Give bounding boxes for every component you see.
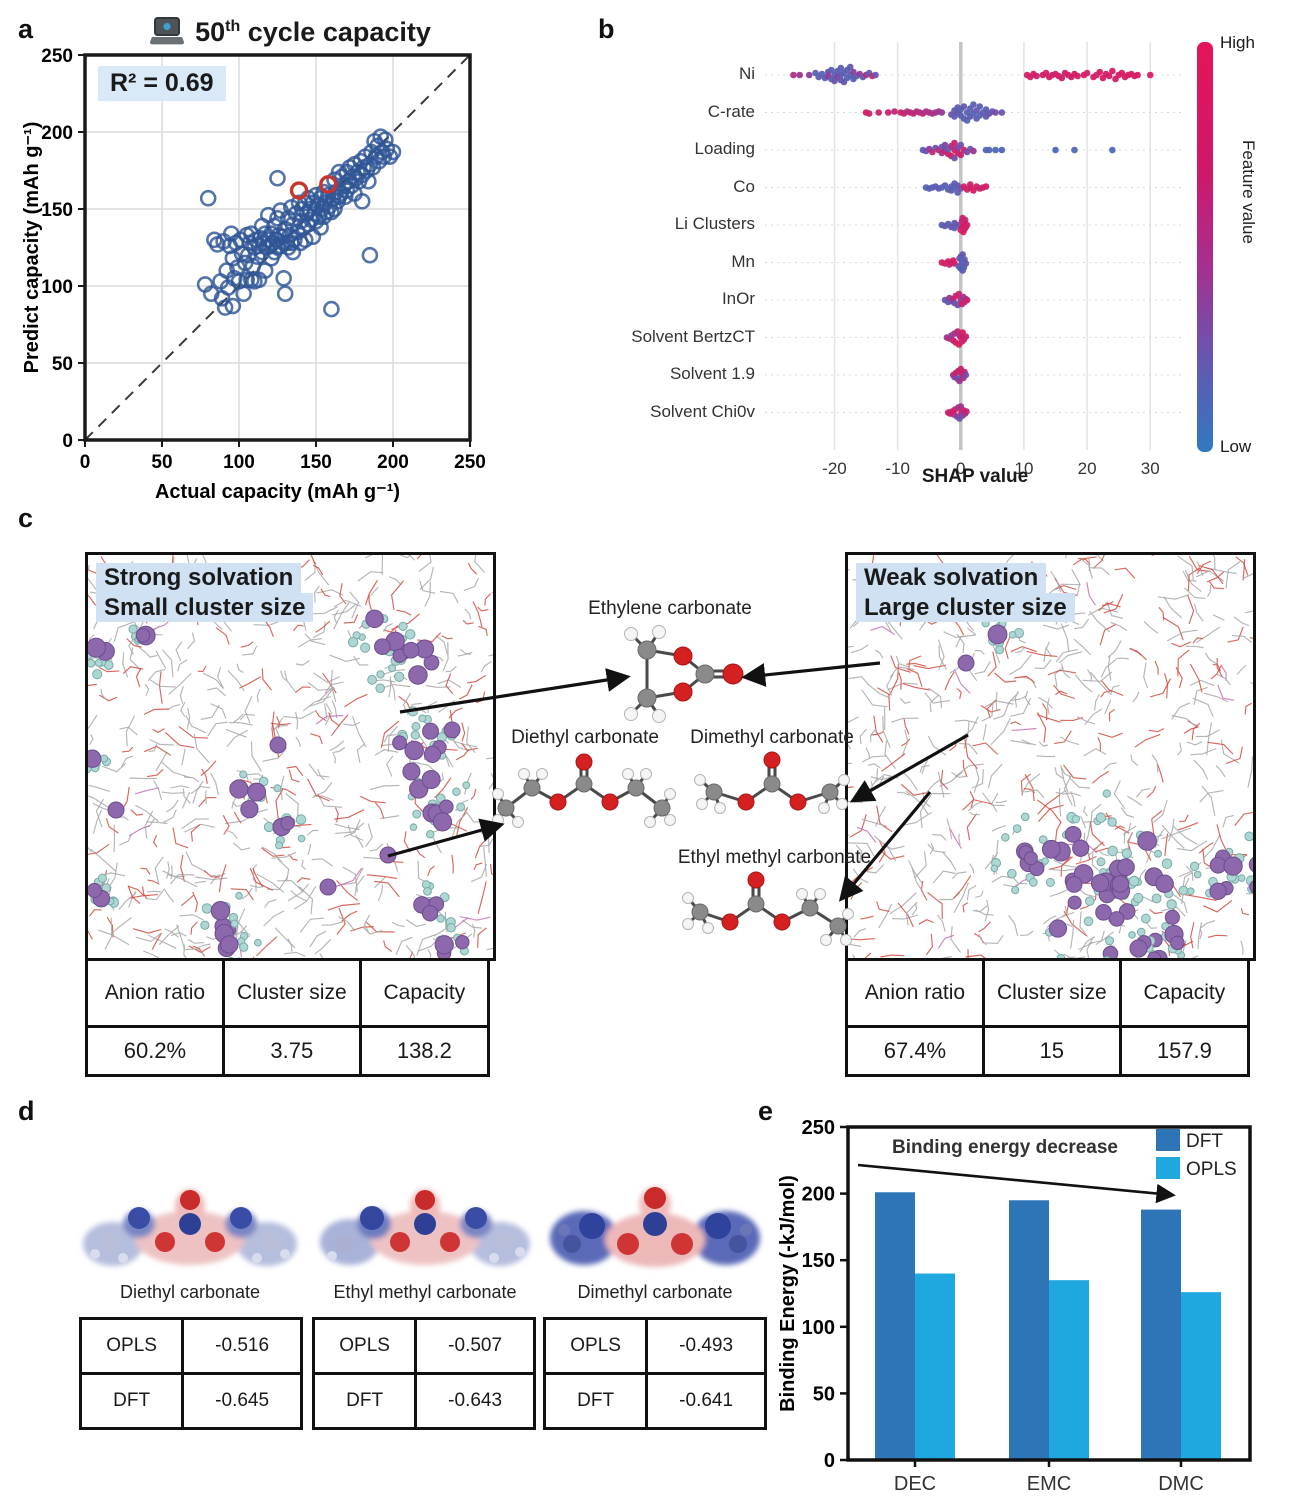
svg-text:150: 150: [802, 1250, 835, 1272]
svg-text:0: 0: [62, 431, 73, 452]
svg-text:50: 50: [52, 354, 73, 375]
ethylene-carbonate-label: Ethylene carbonate: [545, 598, 795, 620]
strong-solvation-table: Anion ratio Cluster size Capacity 60.2% …: [85, 958, 490, 1077]
method-label: DFT: [314, 1374, 416, 1429]
svg-text:Binding Energy (-kJ/mol): Binding Energy (-kJ/mol): [777, 1175, 799, 1412]
table-value: 15: [983, 1027, 1120, 1076]
feature-label-mn: Mn: [605, 252, 755, 272]
svg-text:DFT: DFT: [1186, 1131, 1223, 1152]
charge-value: -0.641: [647, 1374, 766, 1429]
dimethyl-carbonate-molecule-image: [690, 748, 855, 833]
charge-value: -0.507: [416, 1319, 535, 1374]
strong-solvation-caption: Strong solvation Small cluster size: [96, 563, 313, 622]
table-header: Cluster size: [223, 960, 360, 1027]
charge-value: -0.516: [183, 1319, 302, 1374]
esp-map-ethyl-methyl-carbonate: [310, 1180, 540, 1290]
feature-label-co: Co: [605, 177, 755, 197]
svg-text:DMC: DMC: [1158, 1473, 1204, 1495]
svg-text:OPLS: OPLS: [1186, 1159, 1237, 1180]
table-header: Capacity: [1120, 960, 1248, 1027]
feature-label-inor: InOr: [605, 289, 755, 309]
panel-b-label: b: [598, 14, 615, 45]
md-snapshot-weak-solvation: Weak solvation Large cluster size: [845, 552, 1256, 961]
emc-charge-table: OPLS-0.507 DFT-0.643: [312, 1317, 536, 1430]
panel-c-label: c: [18, 503, 33, 534]
esp-name-dec: Diethyl carbonate: [75, 1282, 305, 1303]
dec-charge-table: OPLS-0.516 DFT-0.645: [79, 1317, 303, 1430]
ethylene-carbonate-molecule-image: [595, 620, 745, 733]
feature-label-chi0v: Solvent Chi0v: [605, 402, 755, 422]
md-snapshot-strong-solvation: Strong solvation Small cluster size: [85, 552, 496, 961]
colorbar-high-label: High: [1220, 33, 1255, 53]
panel-d-label: d: [18, 1096, 35, 1127]
svg-text:250: 250: [802, 1117, 835, 1139]
svg-text:200: 200: [377, 452, 409, 473]
feature-label-loading: Loading: [605, 139, 755, 159]
weak-solvation-table: Anion ratio Cluster size Capacity 67.4% …: [845, 958, 1250, 1077]
esp-map-diethyl-carbonate: [75, 1180, 305, 1290]
svg-text:100: 100: [41, 277, 73, 298]
svg-text:EMC: EMC: [1027, 1473, 1071, 1495]
method-label: OPLS: [314, 1319, 416, 1374]
binding-energy-bar-chart: DECEMCDMC050100150200250SolventBinding E…: [770, 1105, 1290, 1507]
shap-xaxis-label: SHAP value: [765, 466, 1185, 488]
feature-label-crate: C-rate: [605, 102, 755, 122]
r-squared-badge: R² = 0.69: [98, 66, 226, 101]
feature-label-bertzct: Solvent BertzCT: [605, 327, 755, 347]
svg-text:250: 250: [454, 452, 486, 473]
table-header: Anion ratio: [87, 960, 224, 1027]
colorbar-axis-label: Feature value: [1238, 140, 1258, 360]
table-value: 67.4%: [847, 1027, 984, 1076]
svg-text:0: 0: [824, 1450, 835, 1472]
svg-text:200: 200: [802, 1184, 835, 1206]
method-label: OPLS: [545, 1319, 647, 1374]
feature-label-liclusters: Li Clusters: [605, 214, 755, 234]
weak-solvation-caption: Weak solvation Large cluster size: [856, 563, 1075, 622]
method-label: DFT: [81, 1374, 183, 1429]
table-value: 138.2: [360, 1027, 488, 1076]
ethyl-methyl-carbonate-molecule-image: [680, 862, 865, 959]
feature-label-solvent19: Solvent 1.9: [605, 364, 755, 384]
svg-text:50: 50: [151, 452, 172, 473]
method-label: DFT: [545, 1374, 647, 1429]
table-header: Anion ratio: [847, 960, 984, 1027]
esp-name-emc: Ethyl methyl carbonate: [310, 1282, 540, 1303]
svg-text:100: 100: [802, 1317, 835, 1339]
table-value: 157.9: [1120, 1027, 1248, 1076]
svg-text:50: 50: [813, 1383, 835, 1405]
table-value: 60.2%: [87, 1027, 224, 1076]
table-header: Cluster size: [983, 960, 1120, 1027]
svg-text:Predict capacity (mAh g⁻¹): Predict capacity (mAh g⁻¹): [21, 122, 43, 374]
esp-name-dmc: Dimethyl carbonate: [540, 1282, 770, 1303]
feature-label-ni: Ni: [605, 64, 755, 84]
svg-text:150: 150: [300, 452, 332, 473]
table-value: 3.75: [223, 1027, 360, 1076]
svg-text:DEC: DEC: [894, 1473, 936, 1495]
svg-text:0: 0: [80, 452, 91, 473]
esp-map-dimethyl-carbonate: [540, 1180, 770, 1290]
dmc-charge-table: OPLS-0.493 DFT-0.641: [543, 1317, 767, 1430]
diethyl-carbonate-molecule-image: [492, 752, 677, 842]
charge-value: -0.645: [183, 1374, 302, 1429]
table-header: Capacity: [360, 960, 488, 1027]
method-label: OPLS: [81, 1319, 183, 1374]
svg-text:250: 250: [41, 46, 73, 67]
svg-text:Actual capacity (mAh g⁻¹): Actual capacity (mAh g⁻¹): [155, 481, 400, 503]
colorbar-low-label: Low: [1220, 437, 1251, 457]
svg-text:150: 150: [41, 200, 73, 221]
svg-text:Binding energy decrease: Binding energy decrease: [892, 1137, 1118, 1158]
charge-value: -0.493: [647, 1319, 766, 1374]
svg-text:200: 200: [41, 123, 73, 144]
feature-value-colorbar: [1197, 42, 1213, 452]
charge-value: -0.643: [416, 1374, 535, 1429]
svg-text:100: 100: [223, 452, 255, 473]
